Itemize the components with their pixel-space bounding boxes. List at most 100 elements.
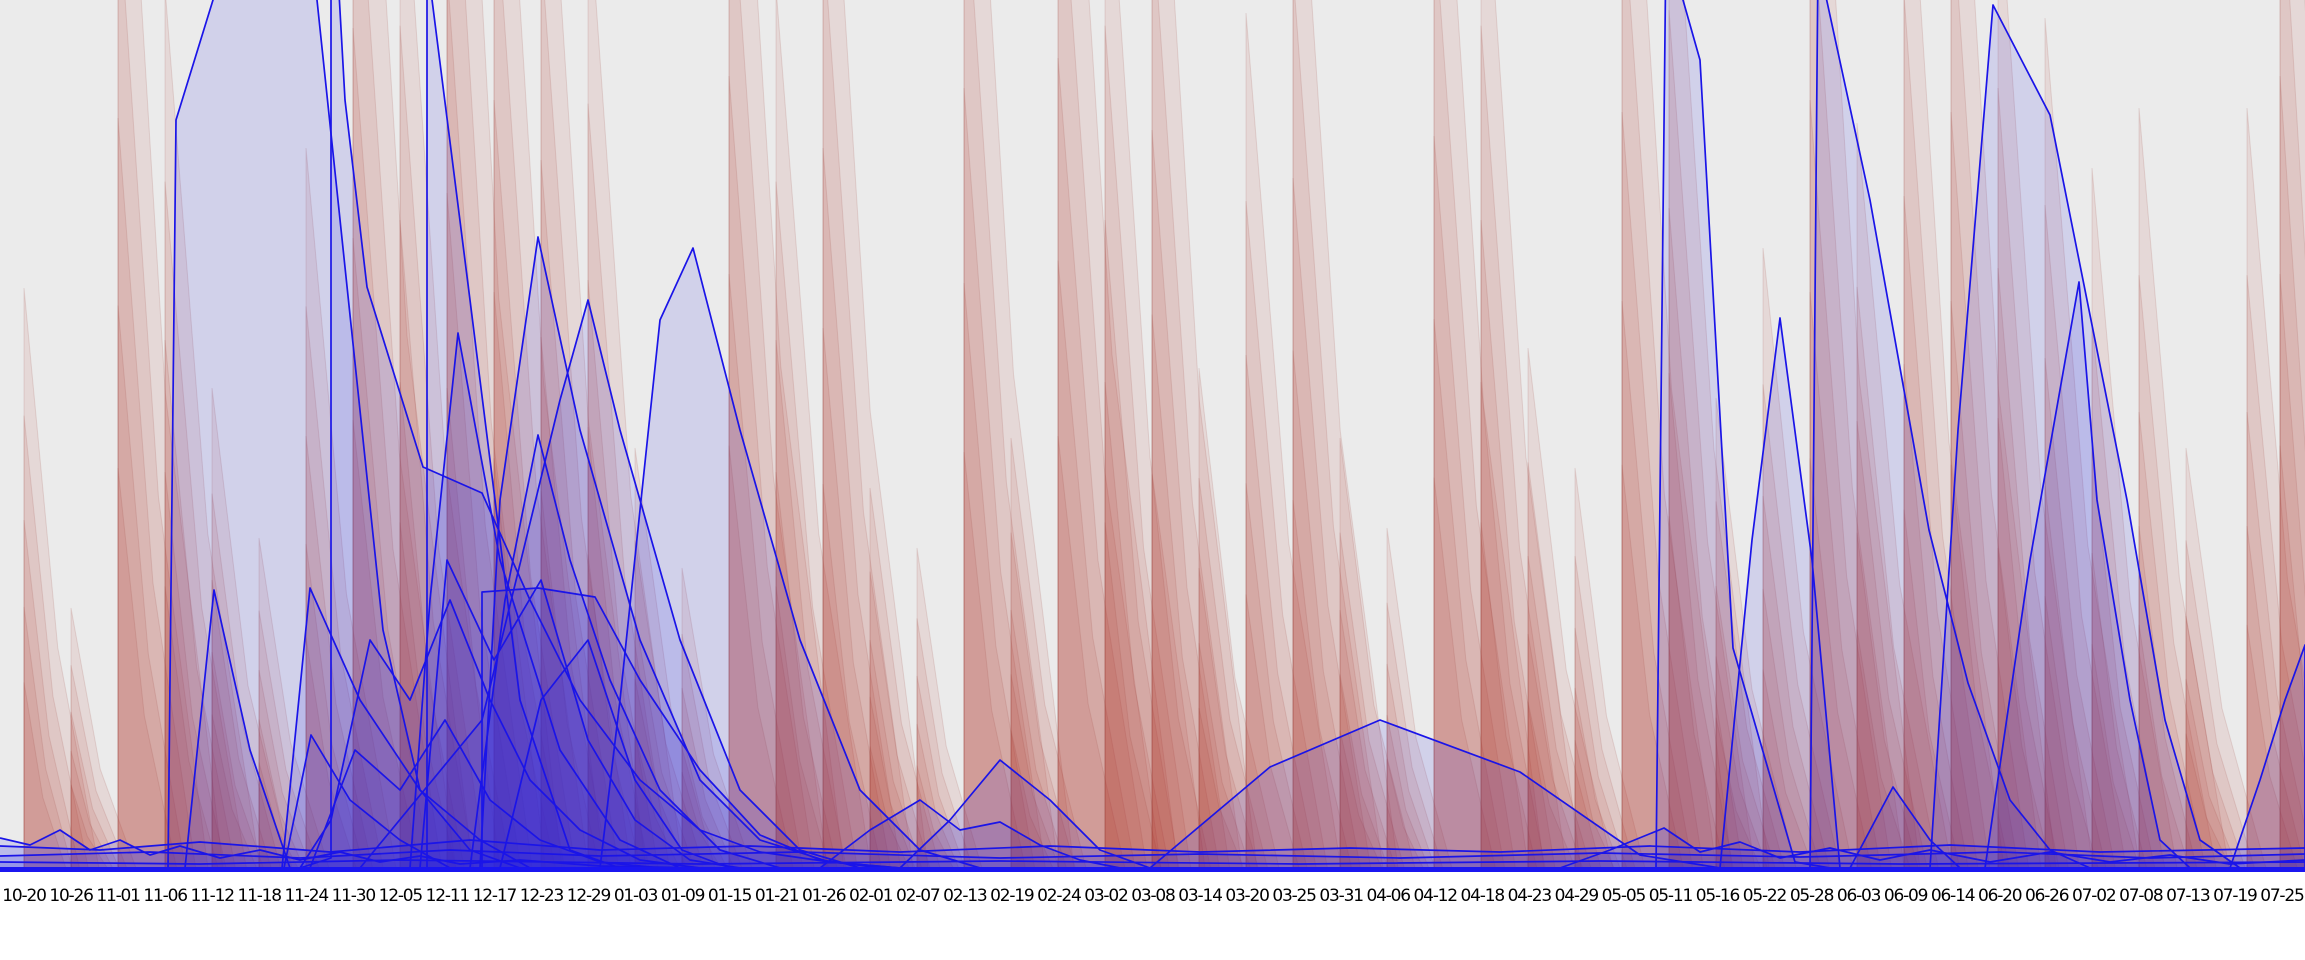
blue-series-line [299, 0, 901, 869]
x-tick-label: 11-01 [96, 886, 140, 906]
x-tick-label: 10-20 [2, 886, 46, 906]
x-tick-label: 07-02 [2072, 886, 2116, 906]
blue-series-fill [0, 860, 2305, 868]
x-tick-label: 12-05 [379, 886, 423, 906]
blue-series-line [599, 247, 981, 869]
blue-series-fill [185, 590, 290, 868]
x-tick-label: 12-11 [426, 886, 470, 906]
x-tick-label: 04-23 [1508, 886, 1552, 906]
x-tick-label: 11-06 [143, 886, 187, 906]
x-tick-label: 02-24 [1037, 886, 1081, 906]
plot-background [0, 0, 2305, 872]
red-spike-layer [2279, 445, 2305, 869]
blue-series-line [309, 719, 661, 869]
x-tick-label: 11-24 [285, 886, 329, 906]
blue-series-fill [1656, 0, 1830, 868]
x-tick-label: 05-11 [1649, 886, 1693, 906]
blue-series-line [426, 0, 621, 869]
x-tick-label: 07-19 [2213, 886, 2257, 906]
red-spike-layer [2246, 107, 2305, 869]
x-tick-label: 03-08 [1131, 886, 1175, 906]
blue-series-fill [282, 588, 530, 868]
x-tick-label: 03-02 [1084, 886, 1128, 906]
blue-series-fill [427, 0, 620, 868]
blue-series-line [1559, 827, 2305, 869]
red-spike-layer [2279, 0, 2305, 869]
blue-series-fill [900, 760, 1150, 868]
x-tick-label: 06-20 [1978, 886, 2022, 906]
blue-series-lines [0, 0, 2305, 869]
x-tick-label: 06-03 [1837, 886, 1881, 906]
blue-series-fill [0, 830, 700, 868]
blue-series-fill [1985, 282, 2190, 868]
x-tick-label: 07-25 [2260, 886, 2304, 906]
red-spike-layer [2279, 273, 2305, 869]
blue-series-fill [284, 735, 450, 868]
blue-series-fill [310, 720, 660, 868]
x-tick-label: 03-25 [1272, 886, 1316, 906]
x-tick-label: 04-06 [1366, 886, 1410, 906]
x-tick-label: 12-29 [567, 886, 611, 906]
blue-series-line [419, 559, 741, 869]
blue-series-line [1929, 4, 2241, 869]
blue-series-line [281, 587, 531, 869]
x-tick-label: 03-14 [1178, 886, 1222, 906]
blue-series-line [184, 589, 291, 869]
x-tick-label: 12-17 [473, 886, 517, 906]
blue-series-line [499, 639, 731, 869]
x-tick-label: 04-12 [1413, 886, 1457, 906]
blue-series-line [2229, 644, 2305, 869]
red-spike-layer [2279, 75, 2305, 869]
blue-series-fill [470, 435, 780, 868]
blue-series-line [899, 759, 1151, 869]
x-tick-label: 04-29 [1555, 886, 1599, 906]
blue-series-line [0, 859, 2305, 865]
x-tick-label: 06-26 [2025, 886, 2069, 906]
blue-series-fill [168, 0, 520, 868]
x-tick-label: 03-20 [1225, 886, 1269, 906]
blue-series-line [0, 839, 2305, 853]
blue-series-line [1984, 281, 2191, 869]
x-tick-label: 05-16 [1696, 886, 1740, 906]
blue-series-fill [1720, 318, 1840, 868]
x-tick-label: 02-19 [990, 886, 1034, 906]
x-tick-label: 11-18 [237, 886, 281, 906]
x-axis-tick-labels: 10-20 10-26 11-01 11-06 11-12 11-18 11-24 11-30… [2, 886, 2305, 906]
blue-series-line [283, 734, 451, 869]
x-tick-label: 06-14 [1931, 886, 1975, 906]
x-tick-label: 04-18 [1461, 886, 1505, 906]
blue-series-fill [482, 588, 880, 868]
x-tick-label: 11-12 [190, 886, 234, 906]
blue-series-fill [360, 300, 860, 868]
x-tick-label: 01-03 [614, 886, 658, 906]
blue-series-line [299, 599, 701, 869]
x-tick-label: 07-13 [2166, 886, 2210, 906]
x-tick-label: 11-30 [332, 886, 376, 906]
blue-series-line [409, 332, 681, 869]
blue-series-line [0, 829, 701, 869]
blue-series-line [469, 434, 781, 869]
x-tick-label: 07-08 [2119, 886, 2163, 906]
x-tick-label: 05-05 [1602, 886, 1646, 906]
blue-series-fill [600, 248, 980, 868]
blue-series-line [0, 849, 2305, 859]
blue-series-line [1149, 719, 1721, 869]
x-tick-label: 02-13 [943, 886, 987, 906]
blue-series-fill [0, 840, 2305, 868]
blue-series-fill [1150, 720, 1720, 868]
blue-series-line [359, 299, 861, 869]
blue-series-fill [1560, 828, 2305, 868]
blue-series-line [1719, 317, 1841, 869]
x-tick-label: 06-09 [1884, 886, 1928, 906]
x-tick-label: 01-09 [661, 886, 705, 906]
blue-series-line [819, 799, 1121, 869]
blue-series-fill [480, 237, 900, 868]
blue-series-fill [1930, 5, 2240, 868]
x-tick-label: 12-23 [520, 886, 564, 906]
blue-series-areas [0, 0, 2305, 868]
x-tick-label: 01-15 [708, 886, 752, 906]
x-tick-label: 10-26 [49, 886, 93, 906]
blue-series-line [1809, 0, 2091, 869]
